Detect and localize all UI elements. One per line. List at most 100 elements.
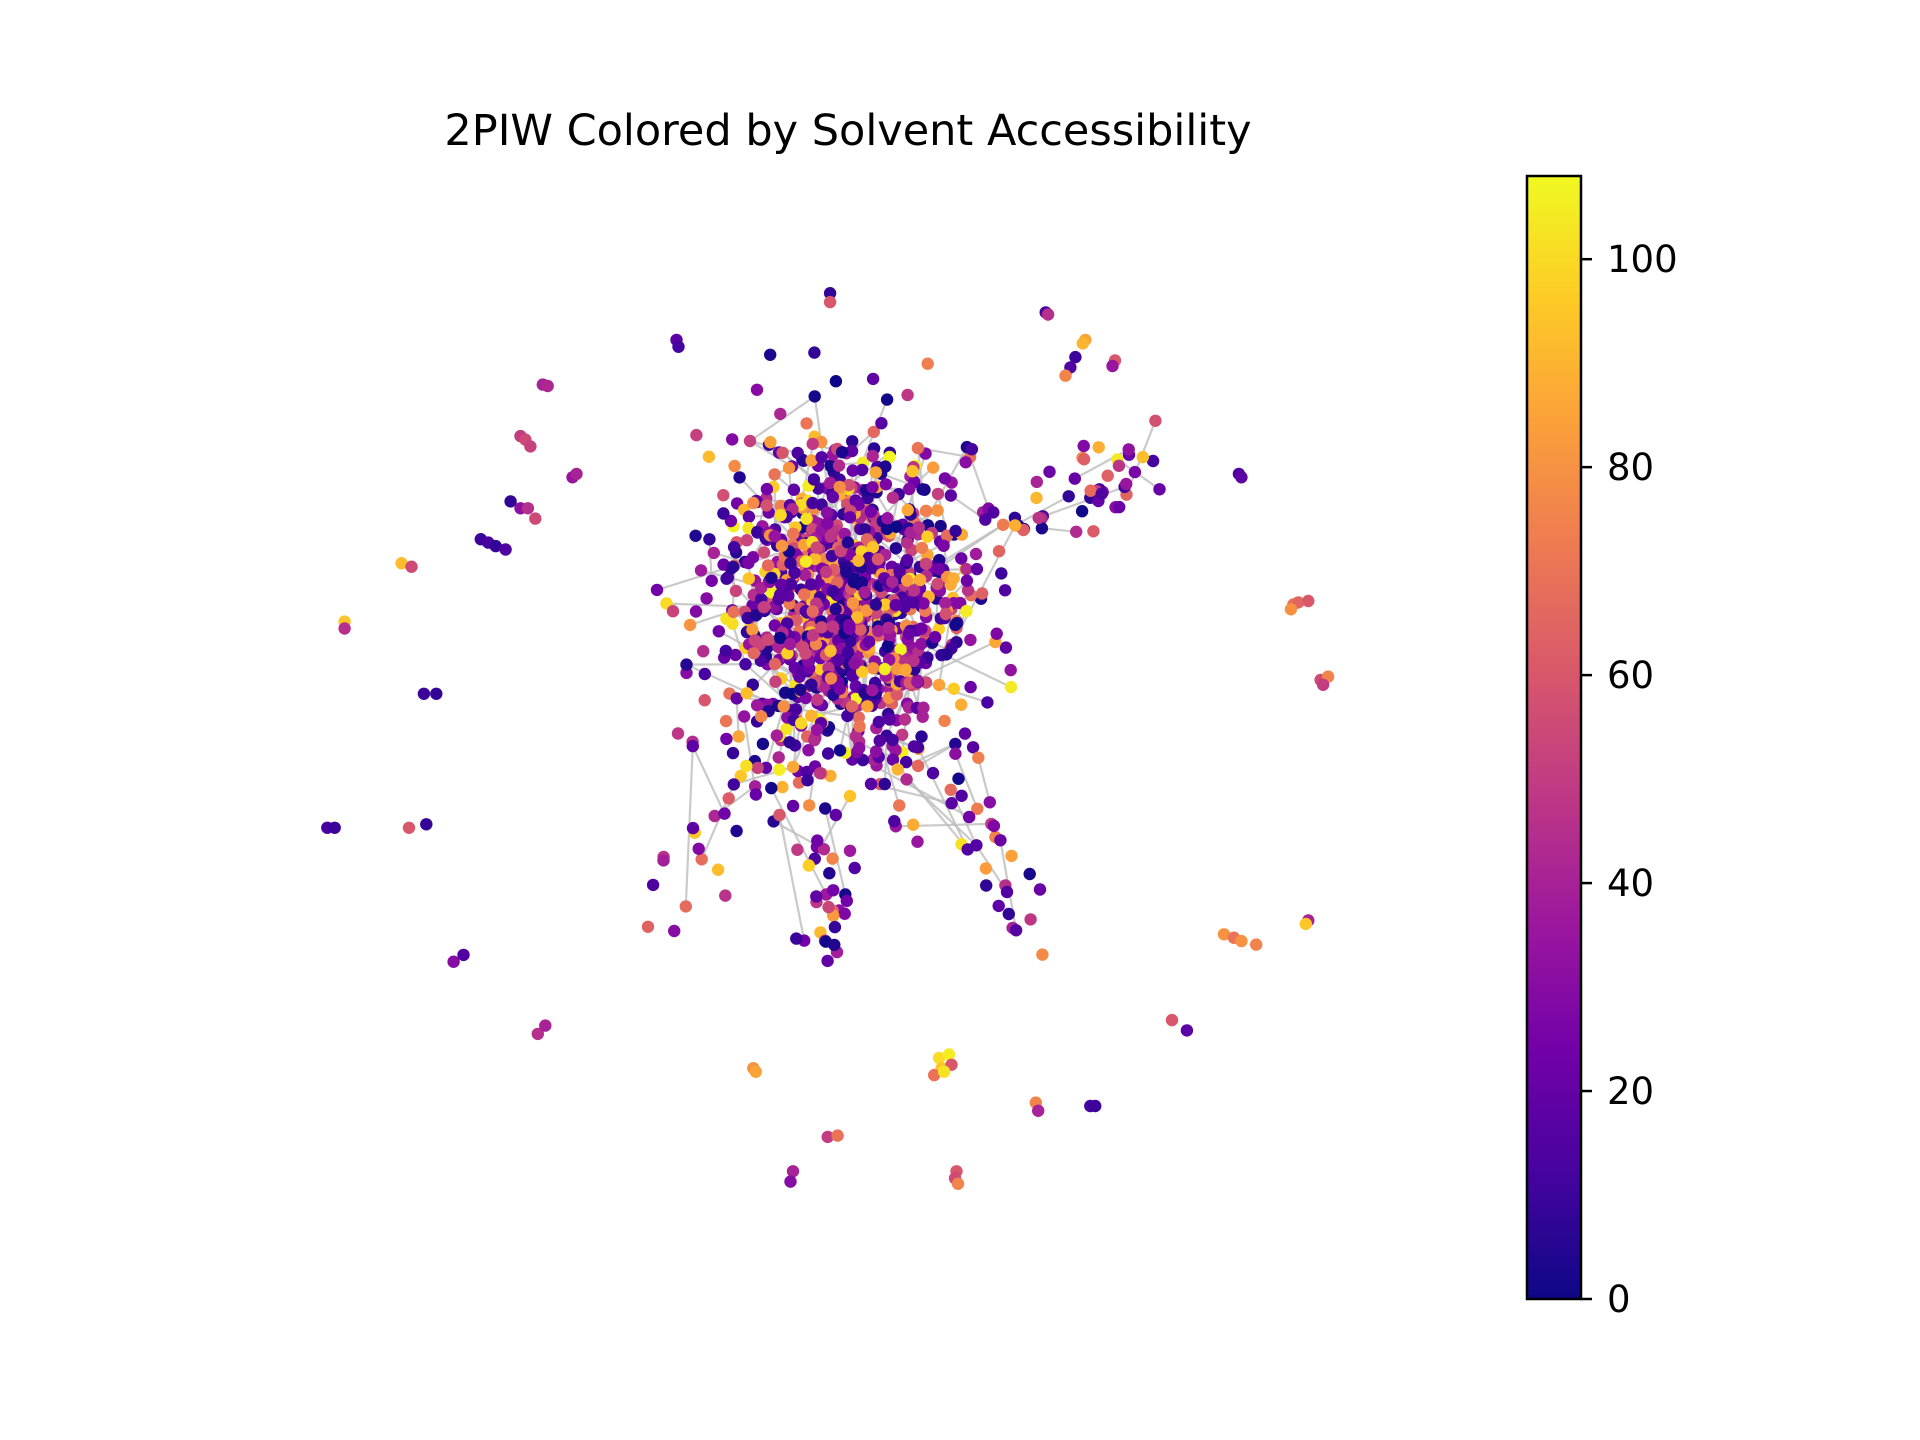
- graph-node: [833, 682, 846, 695]
- graph-node: [815, 451, 828, 464]
- graph-node: [805, 678, 818, 691]
- graph-node: [784, 557, 797, 570]
- graph-node: [1035, 522, 1049, 535]
- graph-node: [1004, 680, 1018, 694]
- graph-node: [856, 665, 869, 678]
- graph-node: [932, 562, 945, 576]
- graph-node: [938, 472, 952, 485]
- graph-node: [702, 450, 716, 463]
- graph-node: [683, 618, 697, 632]
- graph-node: [802, 744, 815, 757]
- graph-node: [915, 622, 928, 635]
- graph-node: [850, 611, 864, 624]
- graph-node: [776, 446, 789, 459]
- graph-node: [928, 631, 942, 644]
- graph-node: [832, 654, 845, 667]
- graph-node: [932, 1051, 946, 1065]
- graph-node: [756, 737, 770, 751]
- graph-node: [800, 417, 813, 430]
- graph-node: [761, 559, 775, 572]
- graph-node: [886, 491, 900, 504]
- graph-node: [919, 557, 933, 571]
- graph-node: [853, 720, 866, 733]
- graph-node: [881, 512, 894, 525]
- graph-node: [955, 552, 968, 565]
- graph-node: [964, 633, 977, 647]
- graph-node: [969, 547, 983, 561]
- graph-node: [828, 920, 842, 934]
- graph-node: [834, 545, 847, 558]
- graph-node: [805, 709, 818, 722]
- graph-node: [695, 853, 708, 866]
- graph-edge: [920, 642, 1012, 689]
- graph-node: [776, 780, 789, 794]
- graph-node: [764, 348, 777, 361]
- graph-node: [951, 1177, 965, 1190]
- graph-node: [810, 890, 823, 903]
- graph-node: [939, 596, 952, 610]
- graph-node: [732, 730, 745, 743]
- graph-node: [708, 809, 721, 823]
- graph-node: [734, 769, 747, 783]
- graph-node: [1036, 948, 1049, 961]
- graph-node: [764, 436, 777, 449]
- graph-node: [1250, 938, 1263, 951]
- graph-node: [819, 565, 833, 579]
- graph-edge: [909, 641, 996, 684]
- graph-node: [405, 560, 418, 573]
- graph-node: [773, 763, 786, 776]
- graph-node: [826, 852, 839, 865]
- graph-node: [757, 601, 771, 614]
- graph-node: [746, 623, 759, 636]
- graph-node: [1149, 414, 1162, 427]
- graph-node: [749, 788, 763, 801]
- graph-node: [697, 645, 710, 658]
- graph-node: [711, 863, 725, 876]
- graph-node: [864, 777, 878, 791]
- colorbar-ticks: 0 20 40 60 80 100: [1581, 238, 1678, 1321]
- graph-node: [900, 773, 913, 786]
- graph-node: [743, 434, 757, 448]
- graph-node: [328, 821, 341, 834]
- graph-edge: [735, 698, 740, 737]
- graph-node: [1180, 1024, 1194, 1037]
- colorbar-tick-label: 80: [1607, 446, 1654, 489]
- graph-node: [966, 741, 980, 754]
- graph-node: [888, 815, 901, 828]
- graph-node: [822, 900, 835, 914]
- graph-node: [880, 522, 894, 536]
- graph-node: [1101, 469, 1114, 482]
- graph-node: [738, 710, 751, 723]
- graph-node: [828, 938, 841, 952]
- graph-node: [769, 675, 782, 688]
- graph-node: [826, 490, 840, 504]
- graph-node: [671, 727, 685, 740]
- graph-node: [886, 733, 899, 747]
- graph-node: [790, 932, 803, 945]
- graph-node: [1128, 465, 1142, 479]
- graph-node: [1075, 505, 1089, 518]
- graph-node: [866, 541, 879, 554]
- graph-node: [919, 504, 933, 517]
- graph-node: [846, 596, 860, 610]
- colorbar-tick-label: 60: [1607, 654, 1654, 697]
- graph-node: [1106, 359, 1119, 373]
- graph-node: [750, 699, 764, 712]
- graph-node: [815, 621, 828, 634]
- graph-node: [1069, 350, 1082, 364]
- graph-node: [932, 678, 946, 692]
- colorbar-tick-label: 40: [1607, 862, 1654, 905]
- graph-node: [420, 818, 433, 831]
- graph-node: [720, 732, 733, 746]
- graph-node: [821, 954, 834, 968]
- graph-node: [742, 572, 755, 585]
- graph-node: [858, 523, 871, 536]
- graph-node: [430, 687, 443, 700]
- graph-node: [751, 761, 764, 775]
- graph-node: [1122, 443, 1135, 456]
- graph-node: [899, 663, 912, 676]
- graph-node: [747, 647, 760, 660]
- graph-edge: [1038, 485, 1125, 519]
- graph-node: [866, 662, 880, 675]
